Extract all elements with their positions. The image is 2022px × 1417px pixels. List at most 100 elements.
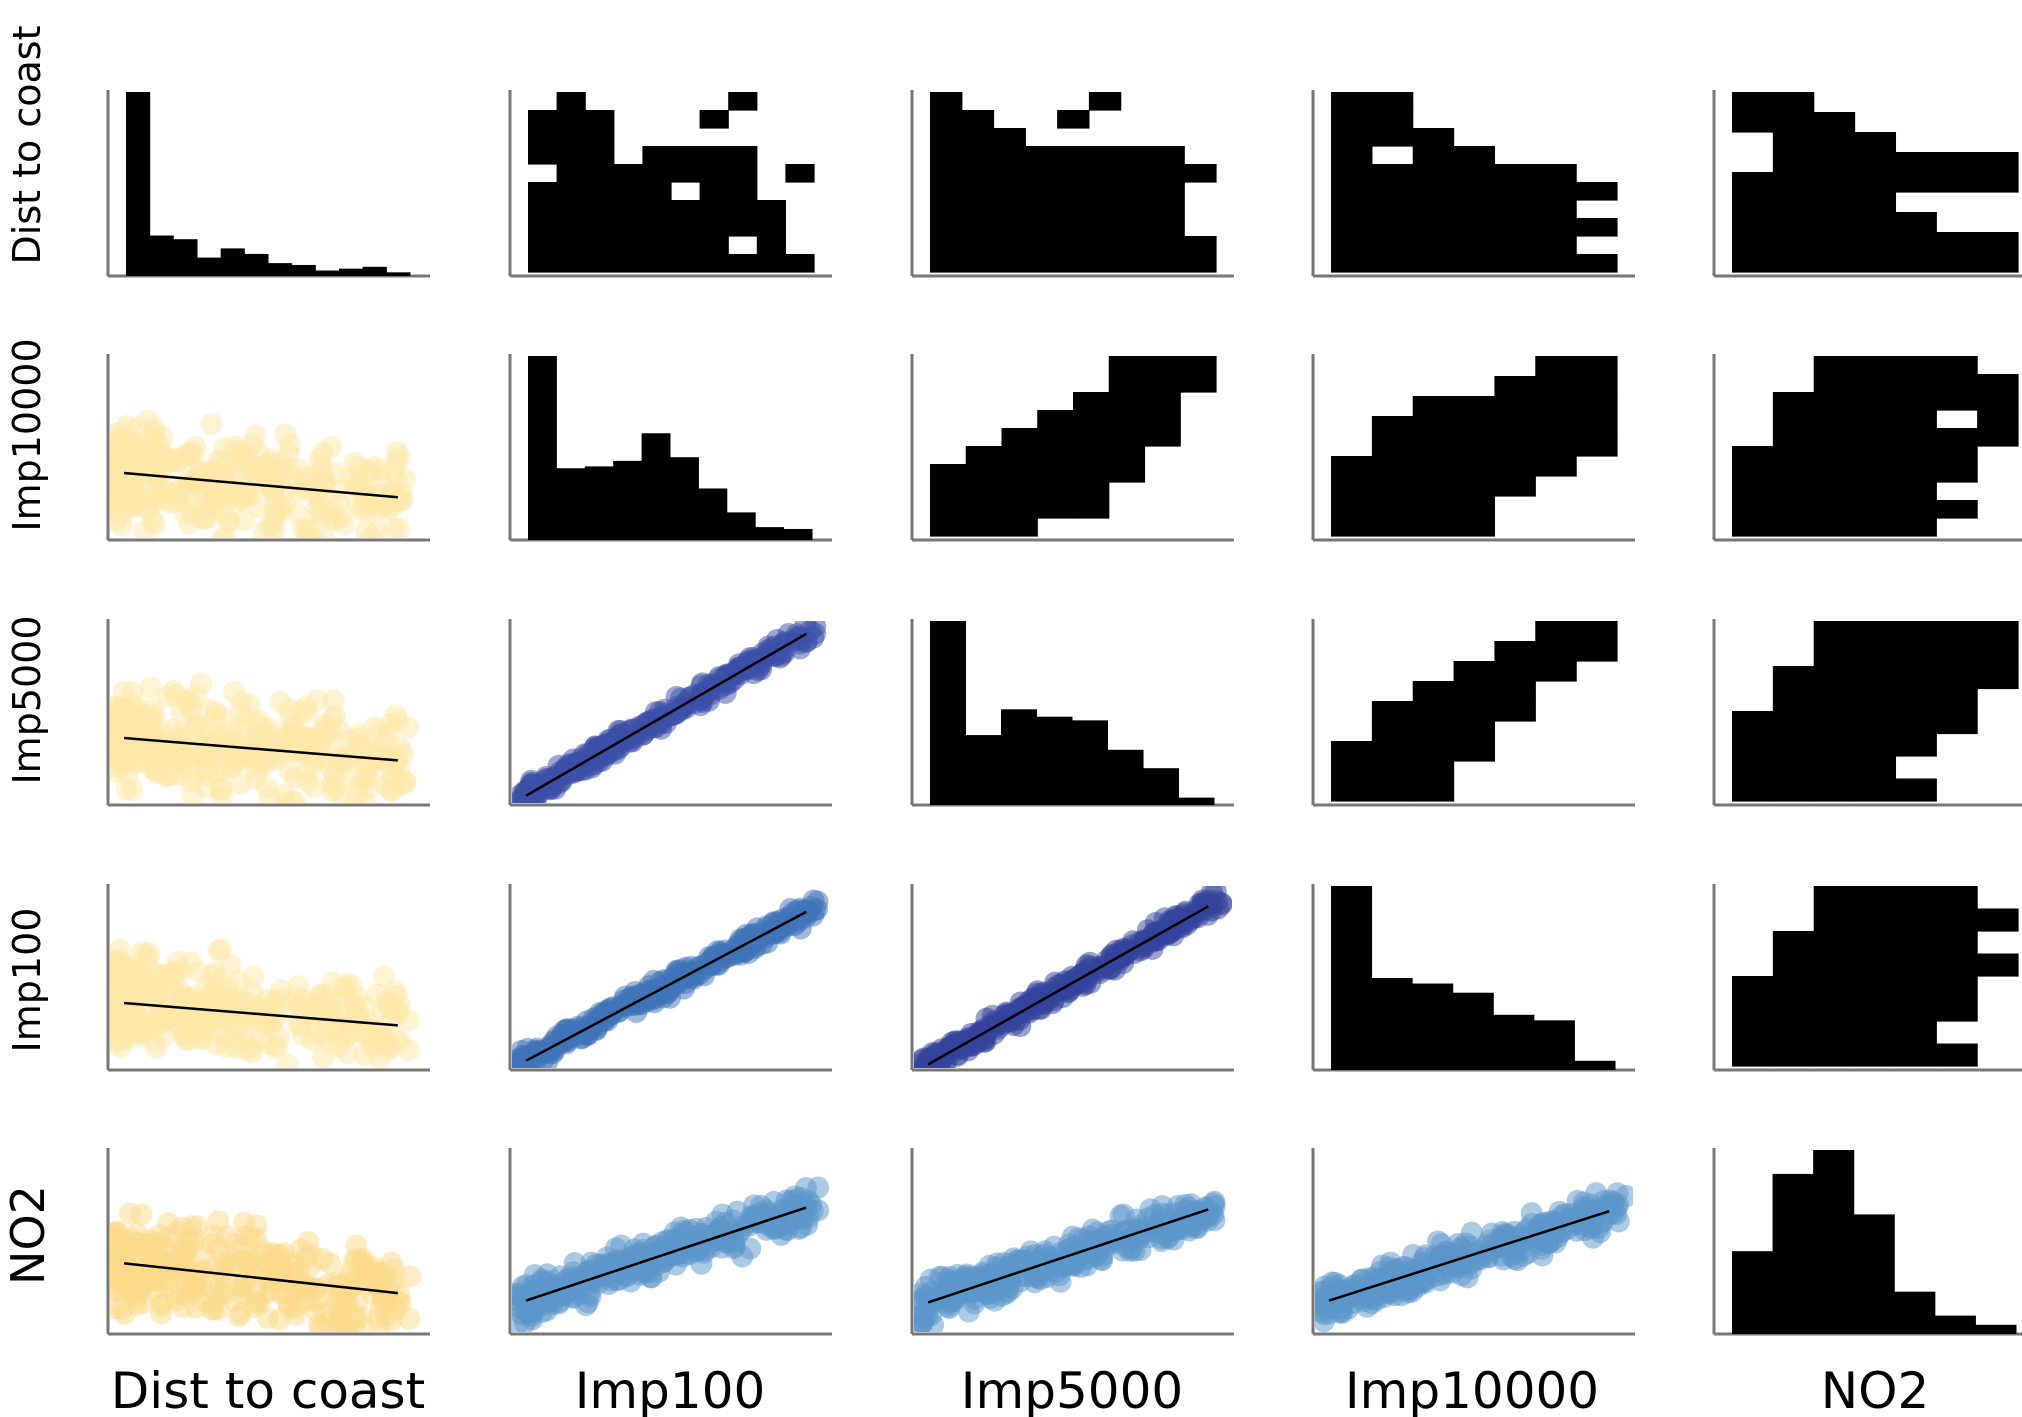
hist2d-cell — [1732, 778, 1774, 802]
hist2d-cell — [1732, 482, 1774, 501]
scatter-point — [649, 982, 672, 1005]
hist2d-cell — [1813, 908, 1856, 932]
hist2d-cell — [1371, 701, 1414, 722]
panel-r0-c1 — [508, 90, 832, 278]
hist2d-cell — [1073, 392, 1110, 411]
hist2d-cell — [1152, 146, 1185, 165]
hist2d-cell — [1854, 711, 1897, 735]
hist2d-cell — [1371, 164, 1414, 183]
hist2d-cell — [1001, 518, 1038, 537]
hist-bar — [244, 253, 269, 276]
hist2d-cell — [1371, 456, 1414, 477]
hist2d-cell — [1494, 701, 1536, 722]
scatter-point — [337, 1267, 360, 1290]
panel-r3-c4 — [1712, 884, 2022, 1072]
scatter-point — [222, 680, 245, 703]
scatter-point — [206, 487, 229, 510]
hist2d-cell — [1813, 152, 1856, 173]
scatter-points — [110, 938, 421, 1068]
hist-bar — [1072, 720, 1108, 805]
hist2d-cell — [1772, 976, 1815, 1000]
panel-r4-c4 — [1712, 1148, 2022, 1336]
hist-bar — [1036, 716, 1073, 805]
hist2d-cell — [1895, 392, 1937, 411]
hist2d-cell — [1371, 741, 1414, 762]
hist2d-cell — [1453, 396, 1496, 417]
hist2d-cell — [671, 146, 701, 165]
row-labels: Dist to coast Imp10000 Imp5000 Imp100 NO… — [1, 26, 55, 1285]
hist2d-cell — [1494, 182, 1536, 201]
scatter-point — [130, 941, 153, 964]
scatter-point — [388, 736, 411, 759]
hist2d-cell — [1453, 456, 1496, 477]
hist2d-cell — [1453, 254, 1496, 273]
hist2d-cell — [1025, 182, 1058, 201]
hist2d-cell — [1453, 436, 1496, 457]
hist-bar — [755, 527, 785, 540]
hist2d-cell — [1854, 756, 1897, 780]
panel-r1-c2 — [910, 354, 1234, 542]
scatter-points — [914, 886, 1232, 1068]
hist2d-cell — [1037, 446, 1074, 465]
scatter-point — [554, 756, 577, 779]
hist-bar — [556, 468, 586, 540]
hist2d-cell — [1371, 496, 1414, 517]
scatter-point — [111, 745, 134, 768]
hist2d-cell — [671, 236, 701, 255]
hist2d-cell — [1854, 1043, 1897, 1067]
scatter-point — [576, 1291, 599, 1314]
hist2d-cell — [961, 218, 995, 237]
hist2d-cell — [1732, 1043, 1774, 1067]
hist2d-cell — [1057, 110, 1090, 129]
scatter-point — [756, 931, 779, 954]
hist2d-cell — [585, 164, 615, 183]
hist2d-cell — [1535, 164, 1577, 183]
hist2d-cell — [1772, 152, 1815, 173]
panel-r0-c2 — [910, 90, 1234, 278]
hist2d-cell — [556, 92, 586, 111]
hist2d-cell — [1854, 392, 1897, 411]
hist2d-cell — [613, 182, 643, 201]
scatter-point — [270, 987, 293, 1010]
hist2d-cell — [1895, 886, 1937, 910]
regression-line — [927, 1208, 1209, 1304]
scatter-point — [1078, 1225, 1101, 1248]
scatter-point — [1395, 1277, 1418, 1300]
panel-r0-c4 — [1712, 90, 2022, 278]
hist-bar — [149, 235, 174, 276]
hist2d-cell — [1453, 164, 1496, 183]
scatter-point — [245, 1290, 268, 1313]
hist2d-cell — [961, 128, 995, 147]
scatter-point — [278, 760, 301, 783]
hist2d-cell — [1073, 428, 1110, 447]
hist2d-cell — [1412, 254, 1455, 273]
scatter-point — [165, 1288, 188, 1311]
hist2d-cell — [642, 200, 672, 219]
scatter-point — [123, 447, 146, 470]
scatter-point — [162, 763, 185, 786]
panel-r1-c0 — [106, 354, 430, 542]
hist2d-cell — [1854, 132, 1897, 153]
scatter-point — [1112, 1203, 1135, 1226]
scatter-point — [976, 1282, 999, 1305]
scatter-point — [261, 480, 284, 503]
hist2d-cell — [1772, 392, 1815, 411]
scatter-point — [339, 728, 362, 751]
hist2d-cell — [1895, 482, 1937, 501]
hist2d-cell — [642, 218, 672, 237]
hist-bar — [1813, 1150, 1855, 1334]
hist2d-cell — [1977, 908, 2019, 932]
hist-bar — [965, 735, 1002, 805]
hist2d-cell — [1895, 152, 1937, 173]
hist2d-cell — [1854, 1021, 1897, 1045]
hist2d-cell — [1057, 236, 1090, 255]
hist2d-cell — [1977, 152, 2019, 173]
scatter-point — [1454, 1232, 1477, 1255]
scatter-point — [992, 1251, 1015, 1274]
scatter-point — [133, 706, 156, 729]
hist2d-cell — [1371, 218, 1414, 237]
scatter-point — [357, 460, 380, 483]
scatter-point — [253, 999, 276, 1022]
hist-bar — [315, 270, 340, 276]
